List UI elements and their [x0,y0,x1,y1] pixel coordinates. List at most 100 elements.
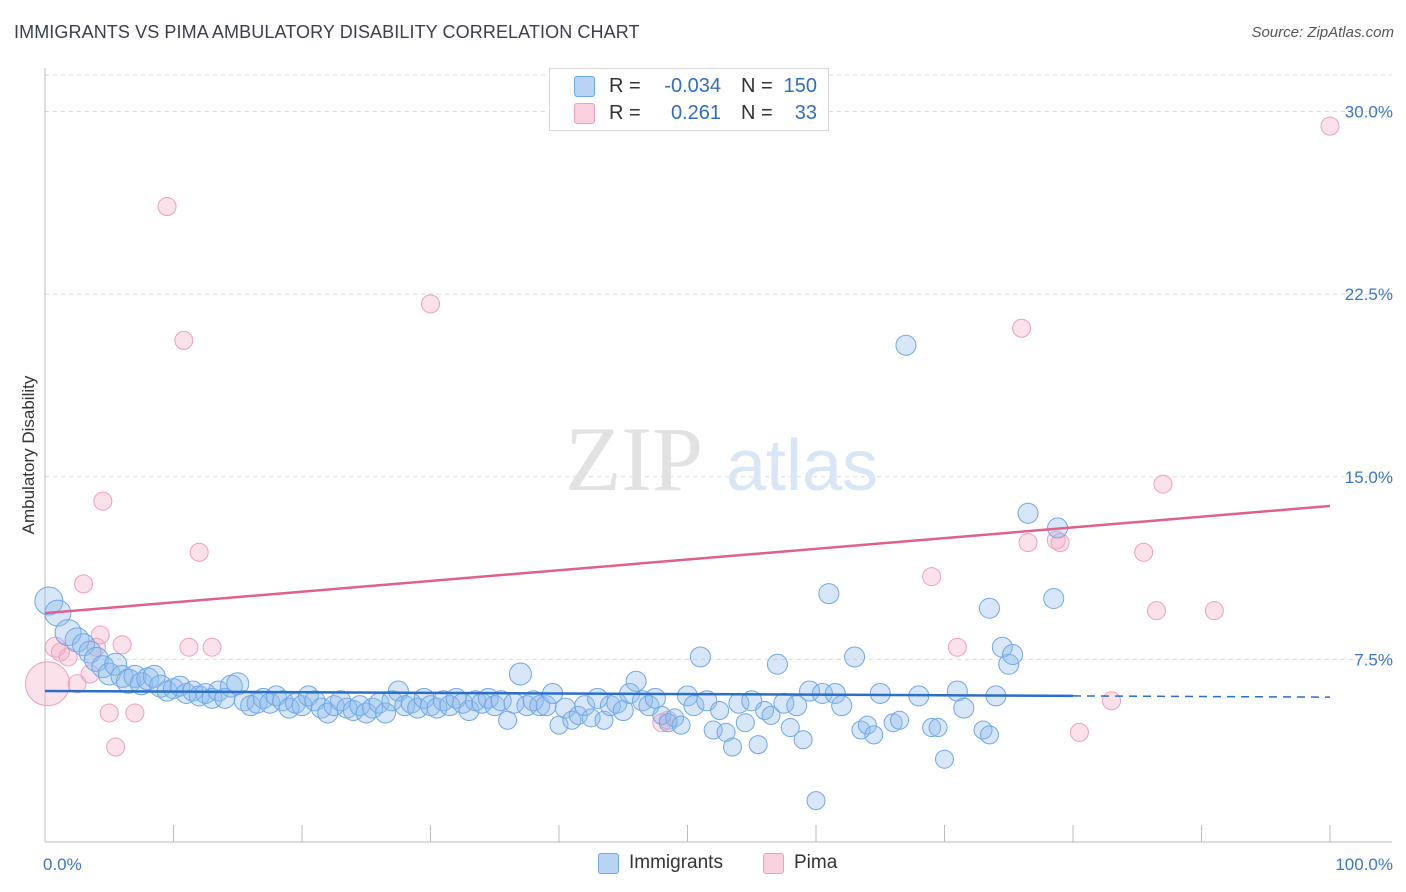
pima-point-18 [202,637,222,657]
pima-point-9 [93,491,113,511]
immigrants-point-75 [529,695,551,717]
pima-point-5 [74,574,94,594]
immigrants-point-121 [824,682,846,704]
pima-point-13 [125,703,145,723]
watermark-atlas: atlas [726,426,878,506]
immigrants-point-51 [375,702,397,724]
immigrants-points [34,334,1069,811]
x-tick-label-1: 100.0% [1335,855,1393,874]
immigrants-point-126 [864,725,884,745]
pima-point-31 [1147,601,1167,621]
pima-points [25,116,1340,757]
immigrants-point-114 [780,718,800,738]
immigrants-point-134 [935,749,954,769]
pima-point-17 [189,542,209,562]
immigrants-point-96 [665,708,685,728]
axes [44,68,1392,843]
immigrants-point-109 [748,735,768,755]
immigrants-point-116 [793,730,813,750]
pima-point-29 [1102,691,1122,711]
y-tick-label-0: 7.5% [1354,650,1393,669]
pima-swatch [574,102,595,124]
r-label: R = [609,74,641,97]
immigrants-point-28 [226,672,250,696]
n-label: N = [741,74,773,97]
pima-point-0 [25,661,71,707]
legend-immigrants: Immigrants [598,852,723,874]
n-value: 150 [783,74,817,97]
immigrants-point-80 [562,710,582,730]
immigrants-legend-label: Immigrants [629,852,723,873]
watermark-zip: ZIP [565,408,703,510]
immigrants-point-100 [689,646,711,668]
immigrants-point-113 [773,692,795,714]
immigrants-point-143 [1002,644,1024,666]
immigrants-point-13 [129,672,153,696]
watermark: ZIP atlas [565,408,878,510]
immigrants-point-90 [625,670,647,692]
immigrants-point-82 [574,695,596,717]
immigrants-trend-line [44,689,1074,698]
pima-point-6 [80,664,100,684]
immigrants-point-110 [755,701,775,721]
immigrants-point-97 [671,715,691,735]
r-label: R = [609,101,641,124]
pima-point-14 [157,196,177,216]
immigrants-point-122 [831,695,853,717]
immigrants-point-120 [818,583,840,605]
r-value: -0.034 [664,74,721,97]
grid-lines [45,74,1392,660]
immigrants-point-132 [922,718,942,738]
immigrants-point-70 [498,710,518,730]
pima-trend-line [44,504,1331,615]
legend-row-immigrants: R = -0.034 N = 150 [574,73,817,99]
pima-point-16 [179,637,199,657]
immigrants-point-130 [895,334,917,356]
y-tick-label-3: 30.0% [1345,103,1393,122]
immigrants-point-125 [857,715,877,735]
immigrants-point-145 [1043,588,1065,610]
immigrants-point-139 [978,597,1000,619]
pima-point-23 [947,637,967,657]
pima-point-33 [1204,601,1224,621]
pima-point-28 [1069,722,1089,742]
pima-point-25 [1018,533,1038,553]
source-credit: Source: ZipAtlas.com [1251,24,1394,41]
immigrants-point-118 [806,791,826,811]
immigrants-point-136 [953,697,975,719]
pima-point-10 [99,703,119,723]
immigrants-swatch [574,75,595,97]
immigrants-point-124 [851,720,871,740]
n-value: 33 [794,101,817,124]
pima-point-11 [106,737,126,757]
pima-legend-label: Pima [794,852,838,873]
x-tick-labels: 0.0% 100.0% [43,855,1393,874]
pima-point-24 [1012,318,1032,338]
n-label: N = [741,101,773,124]
y-tick-labels: 7.5% 15.0% 22.5% 30.0% [1345,103,1393,670]
immigrants-trend-extension [1072,695,1331,698]
pima-point-19 [421,294,440,314]
immigrants-legend-swatch [598,852,619,874]
immigrants-point-9 [104,652,128,676]
immigrants-point-111 [761,705,781,725]
immigrants-point-123 [844,646,866,668]
x-tick-label-0: 0.0% [43,855,82,874]
immigrants-point-129 [890,710,910,730]
immigrants-point-112 [766,653,788,675]
pima-legend-swatch [763,852,784,874]
y-axis-label: Ambulatory Disability [19,375,38,534]
y-tick-label-2: 22.5% [1345,285,1393,304]
immigrants-point-137 [973,720,993,740]
immigrants-point-99 [683,695,705,717]
immigrants-point-103 [710,701,730,721]
trend-lines [44,504,1331,698]
legend-pima: Pima [763,852,837,874]
legend-row-pima: R = 0.261 N = 33 [574,100,817,126]
immigrants-point-105 [722,737,742,757]
immigrants-point-127 [869,682,891,704]
pima-point-4 [67,674,87,694]
pima-point-15 [174,330,194,350]
immigrants-point-144 [1017,502,1039,524]
chart-title: IMMIGRANTS VS PIMA AMBULATORY DISABILITY… [14,22,640,42]
